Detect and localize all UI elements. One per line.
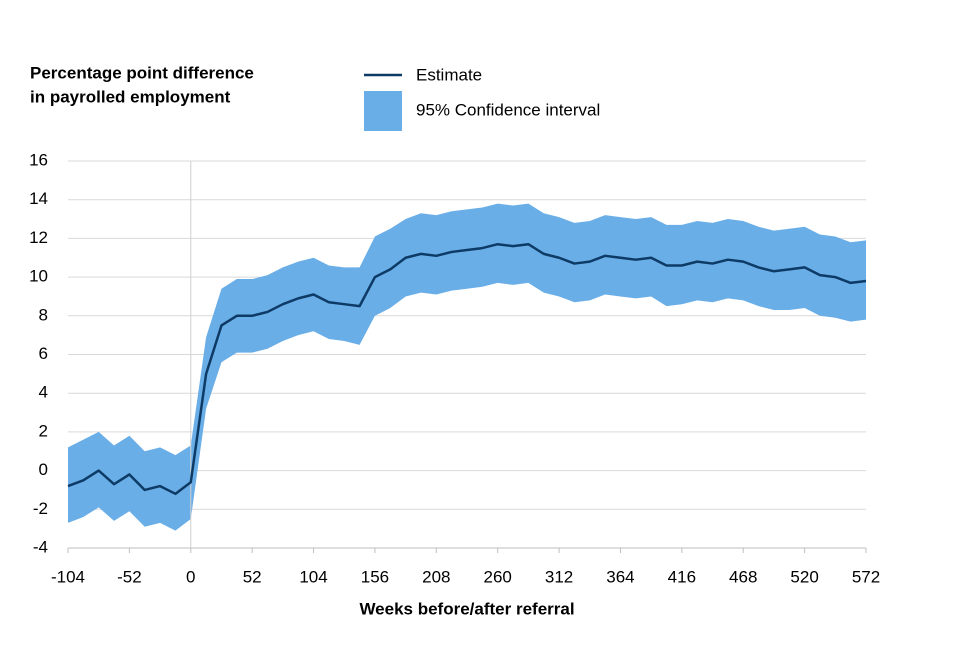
x-tick-label: 208 bbox=[422, 567, 450, 586]
y-axis-label: in payrolled employment bbox=[30, 87, 231, 106]
legend-label: Estimate bbox=[416, 65, 482, 84]
x-tick-label: 312 bbox=[545, 567, 573, 586]
y-tick-label: 2 bbox=[39, 421, 48, 440]
legend-label: 95% Confidence interval bbox=[416, 100, 600, 119]
legend-swatch bbox=[364, 91, 402, 131]
x-axis-label: Weeks before/after referral bbox=[359, 599, 574, 618]
x-tick-label: 572 bbox=[852, 567, 880, 586]
y-tick-label: 0 bbox=[39, 460, 48, 479]
y-tick-label: 6 bbox=[39, 344, 48, 363]
x-tick-label: 52 bbox=[243, 567, 262, 586]
x-tick-label: 260 bbox=[484, 567, 512, 586]
y-tick-label: 8 bbox=[39, 305, 48, 324]
estimate-line bbox=[67, 242, 867, 496]
y-axis-label: Percentage point difference bbox=[30, 63, 254, 82]
x-tick-label: -104 bbox=[51, 567, 85, 586]
x-tick-label: -52 bbox=[117, 567, 142, 586]
y-tick-label: -2 bbox=[33, 499, 48, 518]
y-tick-label: -4 bbox=[33, 537, 48, 556]
y-tick-label: 16 bbox=[29, 150, 48, 169]
x-tick-label: 468 bbox=[729, 567, 757, 586]
y-tick-label: 14 bbox=[29, 189, 48, 208]
x-tick-label: 104 bbox=[299, 567, 327, 586]
x-tick-label: 0 bbox=[186, 567, 195, 586]
y-tick-label: 4 bbox=[39, 383, 48, 402]
x-tick-label: 520 bbox=[790, 567, 818, 586]
y-tick-label: 10 bbox=[29, 267, 48, 286]
x-tick-label: 416 bbox=[668, 567, 696, 586]
x-tick-label: 364 bbox=[606, 567, 634, 586]
x-tick-label: 156 bbox=[361, 567, 389, 586]
y-tick-label: 12 bbox=[29, 228, 48, 247]
confidence-band bbox=[68, 203, 866, 531]
